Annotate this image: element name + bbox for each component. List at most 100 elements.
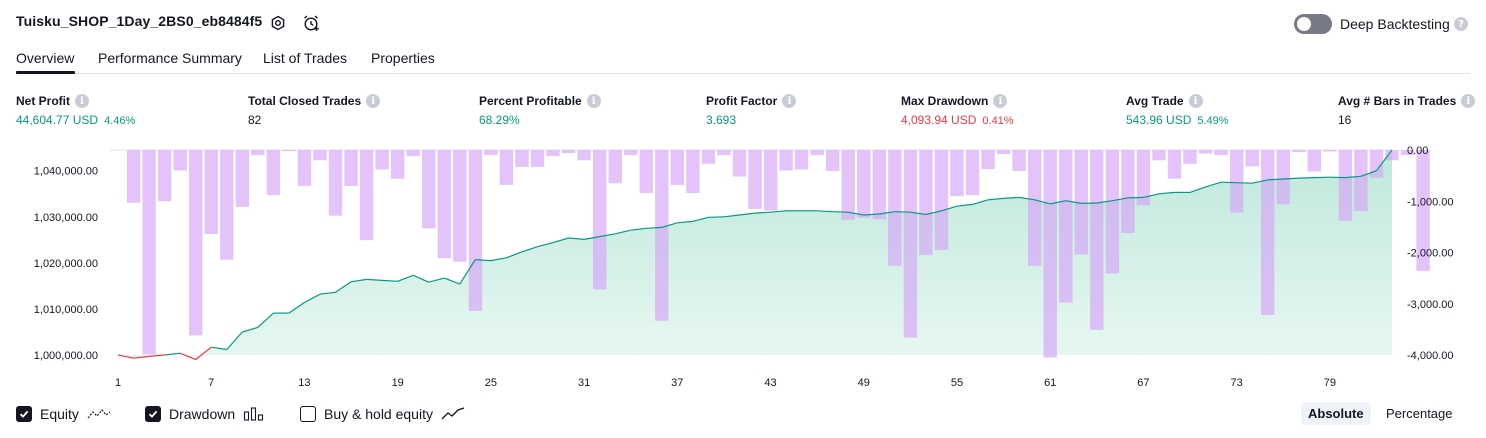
equity-line-segment — [1127, 196, 1144, 199]
drawdown-bar — [142, 150, 156, 355]
info-icon[interactable]: i — [586, 94, 601, 108]
drawdown-bar — [561, 150, 576, 154]
equity-line-segment — [1189, 186, 1206, 193]
left-axis-tick-label: 1,030,000.00 — [34, 212, 98, 224]
left-axis-tick-label: 1,010,000.00 — [34, 304, 98, 316]
tab-properties[interactable]: Properties — [371, 50, 435, 66]
drawdown-bar — [1292, 150, 1306, 153]
equity-line-segment — [630, 227, 647, 231]
equity-line-segment — [521, 246, 538, 253]
add-alert-icon[interactable] — [301, 13, 321, 33]
info-icon[interactable]: i — [993, 94, 1008, 108]
help-icon[interactable]: ? — [1454, 17, 1468, 31]
equity-line-segment — [817, 210, 833, 213]
x-axis-tick-label: 19 — [392, 377, 404, 389]
drawdown-bar — [1400, 150, 1415, 156]
equity-line-segment — [1376, 149, 1393, 172]
metric-percent-profitable: Percent Profitable i 68.29% — [479, 94, 601, 127]
equity-line-segment — [350, 278, 367, 283]
percentage-button[interactable]: Percentage — [1386, 406, 1453, 421]
drawdown-bar — [297, 150, 312, 186]
tab-list-of-trades[interactable]: List of Trades — [263, 50, 348, 66]
equity-line-segment — [475, 259, 491, 262]
drawdown-bar — [608, 150, 622, 184]
metric-label: Total Closed Trades — [248, 94, 362, 108]
equity-checkbox[interactable] — [16, 406, 32, 422]
buy-hold-line-icon — [441, 407, 465, 420]
drawdown-bar — [1276, 150, 1290, 205]
drawdown-bar — [624, 150, 638, 156]
info-icon[interactable]: i — [782, 94, 797, 108]
tab-overview[interactable]: Overview — [16, 50, 75, 66]
metric-label: Percent Profitable — [479, 94, 582, 108]
equity-line-segment — [646, 226, 662, 229]
equity-line-segment — [552, 237, 569, 244]
equity-line-segment — [397, 274, 414, 282]
legend-equity[interactable]: Equity — [16, 403, 111, 425]
equity-line-segment — [1065, 200, 1082, 204]
drawdown-bar — [266, 150, 281, 196]
equity-line-segment — [1143, 193, 1160, 198]
equity-line-segment — [149, 354, 165, 357]
metric-value: 4,093.94 USD — [901, 113, 977, 127]
drawdown-bar — [1059, 150, 1073, 303]
drawdown-bar — [593, 150, 607, 290]
equity-line-segment — [677, 220, 693, 224]
metric-label: Avg Trade — [1126, 94, 1184, 108]
drawdown-bar — [235, 150, 249, 207]
equity-line-segment — [848, 211, 864, 216]
x-axis-tick-label: 31 — [578, 377, 590, 389]
equity-line-segment — [599, 233, 616, 238]
metric-value: 16 — [1338, 113, 1352, 127]
settings-icon[interactable] — [268, 13, 288, 33]
drawdown-bar — [1323, 150, 1337, 152]
metric-profit-factor: Profit Factor i 3.693 — [706, 94, 797, 127]
drawdown-bar — [220, 150, 234, 260]
metric-net-profit: Net Profit i 44,604.77 USD 4.46% — [16, 94, 135, 127]
info-icon[interactable]: i — [75, 94, 89, 108]
drawdown-bar — [1214, 150, 1228, 156]
deep-backtesting-toggle[interactable] — [1294, 14, 1332, 34]
drawdown-bar — [981, 150, 995, 169]
drawdown-bar — [1074, 150, 1088, 255]
right-axis-tick-label: 0.00 — [1407, 145, 1428, 157]
buy-hold-checkbox[interactable] — [300, 406, 316, 422]
drawdown-bar — [1245, 150, 1259, 167]
equity-line-segment — [366, 278, 383, 281]
tab-performance-summary[interactable]: Performance Summary — [98, 50, 242, 66]
metric-label: Profit Factor — [706, 94, 778, 108]
info-icon[interactable]: i — [1461, 94, 1476, 108]
metric-value: 3.693 — [706, 113, 737, 127]
equity-line-segment — [164, 352, 181, 356]
equity-line-segment — [910, 211, 926, 216]
drawdown-checkbox[interactable] — [145, 406, 161, 422]
equity-line-segment — [1236, 182, 1253, 184]
metric-label: Max Drawdown — [901, 94, 989, 108]
info-icon[interactable]: i — [366, 94, 381, 108]
drawdown-bar — [779, 150, 793, 171]
equity-line-segment — [226, 331, 243, 350]
equity-line-segment — [1034, 199, 1051, 205]
legend-drawdown[interactable]: Drawdown — [145, 403, 265, 425]
equity-line-segment — [956, 203, 973, 207]
legend-buy-hold[interactable]: Buy & hold equity — [300, 403, 465, 425]
equity-line-segment — [770, 210, 787, 213]
drawdown-bar — [530, 150, 545, 167]
drawdown-bar — [1261, 150, 1275, 315]
drawdown-bar — [872, 150, 886, 220]
drawdown-bar — [515, 150, 529, 167]
drawdown-bar — [1354, 150, 1368, 211]
drawdown-bar — [794, 150, 809, 170]
absolute-button[interactable]: Absolute — [1301, 402, 1371, 425]
equity-line-segment — [925, 210, 942, 216]
equity-line-segment — [117, 354, 134, 359]
drawdown-bar — [1152, 150, 1166, 161]
equity-line-segment — [1283, 177, 1299, 180]
drawdown-bar — [1338, 150, 1353, 221]
equity-drawdown-chart[interactable]: 1,040,000.00 1,030,000.00 1,020,000.00 1,01… — [0, 140, 1486, 395]
equity-line-segment — [179, 352, 196, 361]
equity-line-segment — [1158, 191, 1175, 195]
drawdown-bar — [701, 150, 716, 164]
equity-line-segment — [583, 236, 600, 240]
info-icon[interactable]: i — [1188, 94, 1203, 108]
